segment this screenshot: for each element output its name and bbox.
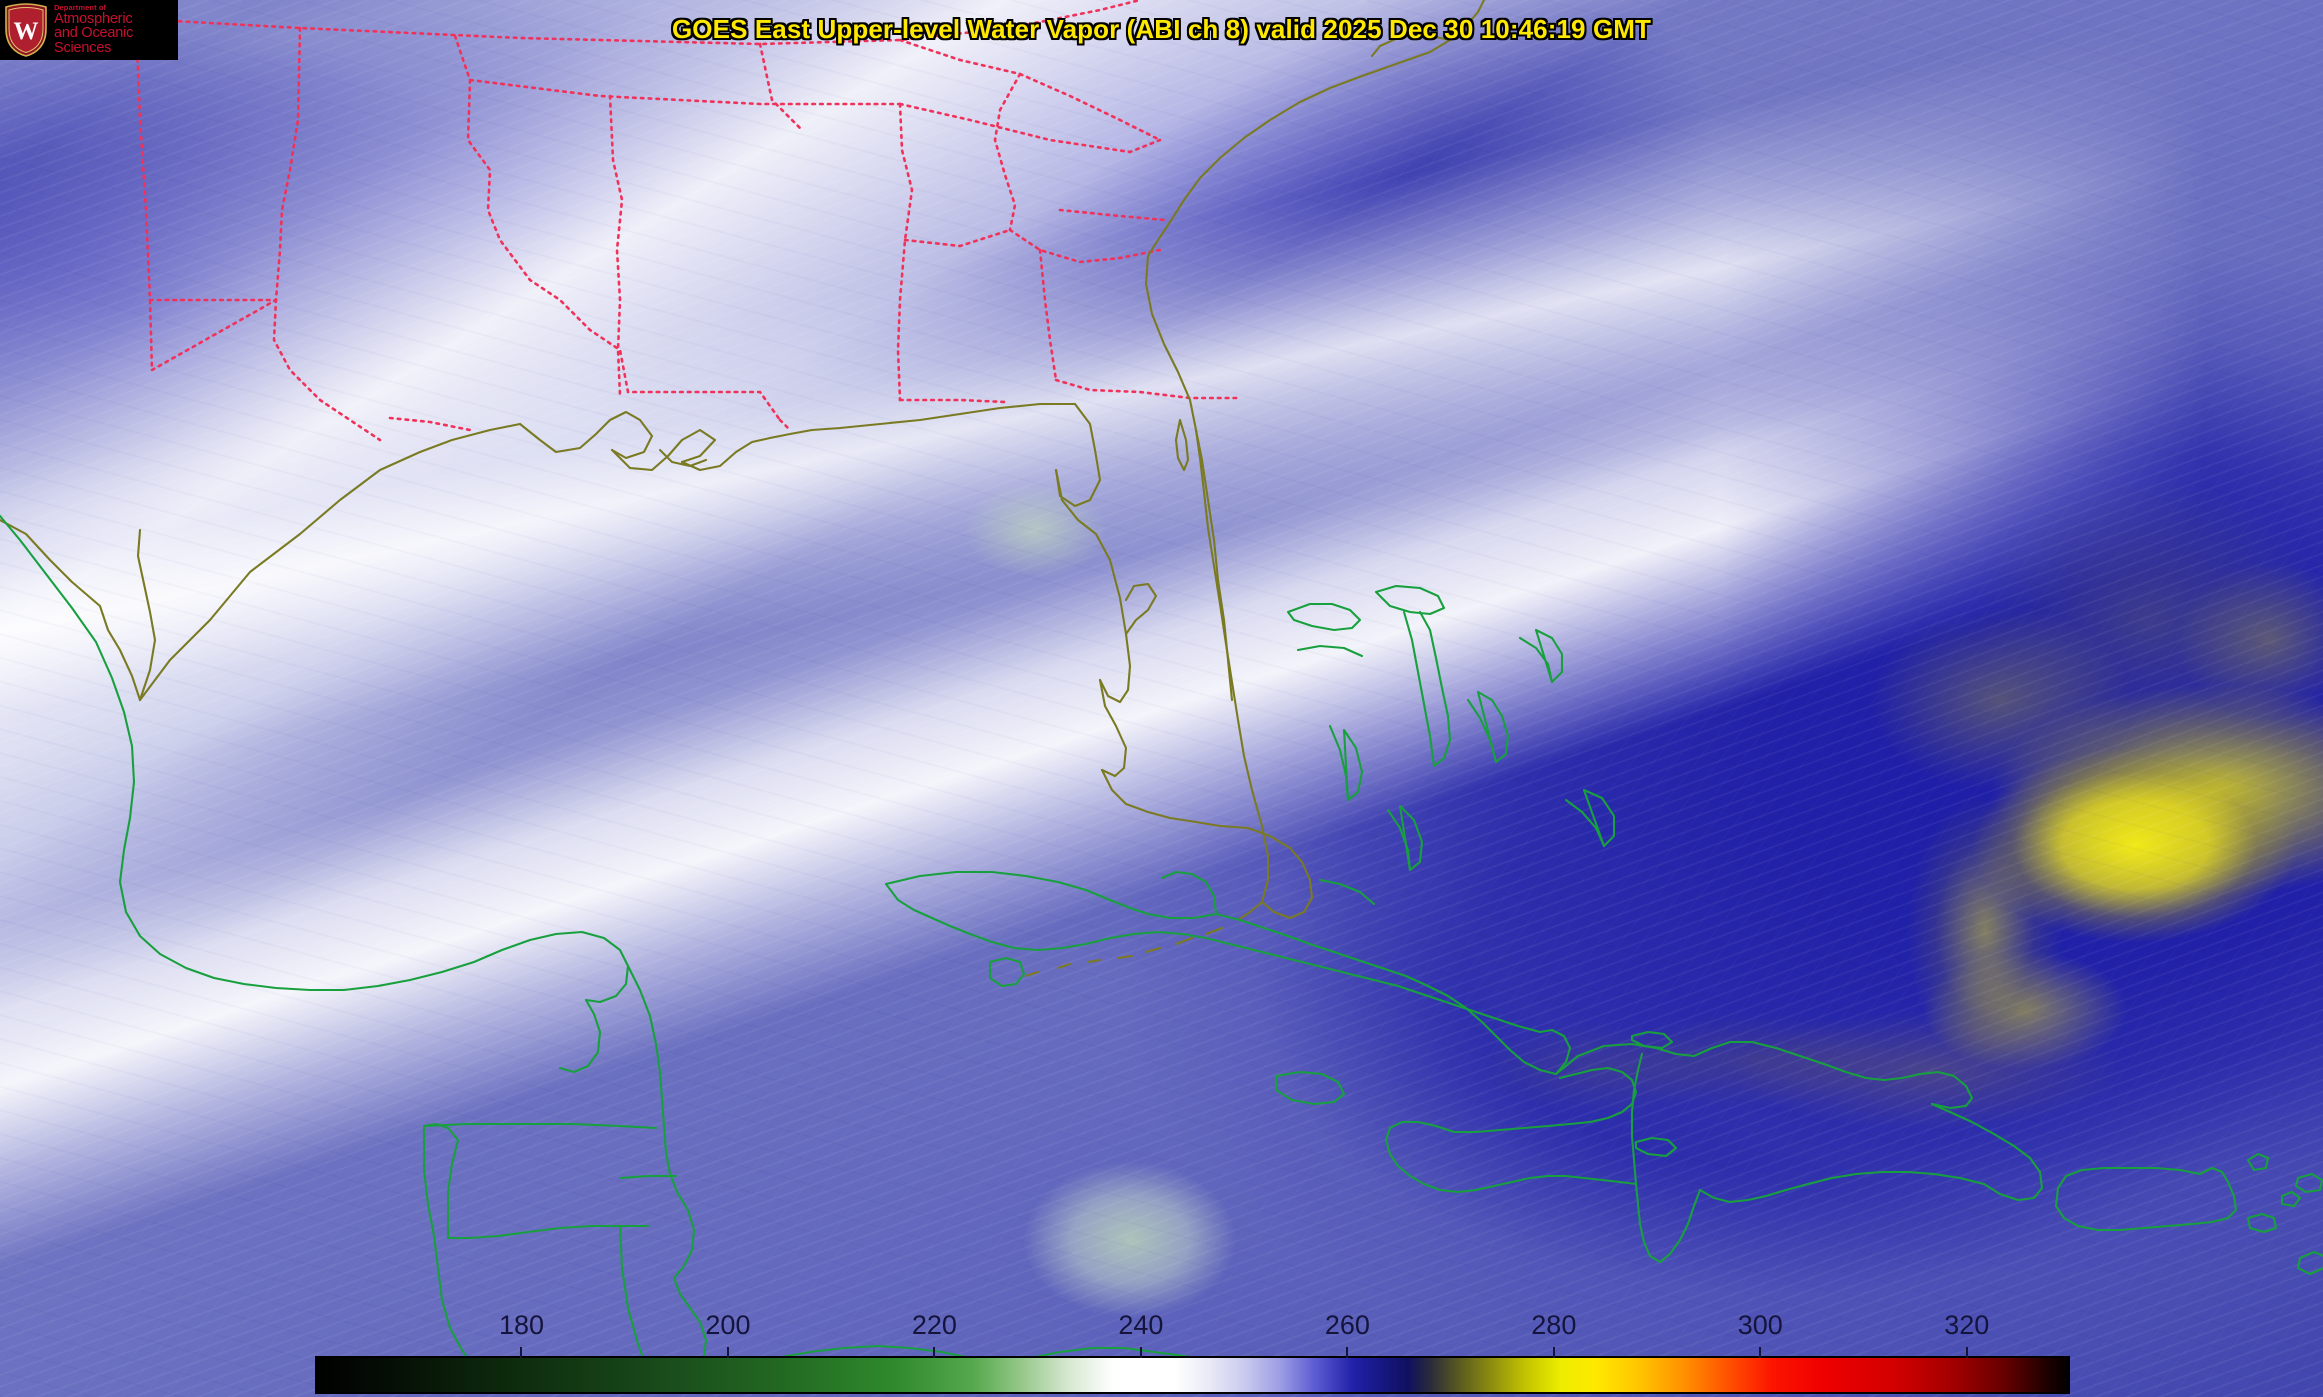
colorbar-gradient xyxy=(315,1347,2070,1394)
colorbar-tick-180 xyxy=(520,1347,523,1358)
uw-crest-icon: W xyxy=(3,3,49,57)
crest-shield-icon: W xyxy=(5,3,47,57)
colorbar-label-300: 300 xyxy=(1737,1310,1783,1340)
state-borders-group xyxy=(0,0,1242,442)
colorbar-label-240: 240 xyxy=(1118,1310,1164,1340)
colorbar-label-280: 280 xyxy=(1531,1310,1577,1340)
colorbar-tick-labels: 180 200 220 240 260 280 300 320 xyxy=(315,1310,2070,1344)
colorbar-tick-260 xyxy=(1346,1347,1349,1358)
colorbar-tick-220 xyxy=(933,1347,936,1358)
colorbar-tick-240 xyxy=(1139,1347,1142,1358)
colorbar-label-200: 200 xyxy=(705,1310,751,1340)
colorbar-tick-300 xyxy=(1759,1347,1762,1358)
logo-name-line-1: Atmospheric xyxy=(54,10,133,27)
logo-name-line-2: and Oceanic Sciences xyxy=(54,25,134,57)
svg-text:W: W xyxy=(14,18,39,45)
international-coastline-group xyxy=(0,514,2323,1386)
colorbar-label-320: 320 xyxy=(1944,1310,1990,1340)
colorbar-tick-marks xyxy=(315,1347,2070,1392)
colorbar-label-260: 260 xyxy=(1324,1310,1370,1340)
logo-text-block: Department of Atmospheric and Oceanic Sc… xyxy=(54,4,178,56)
colorbar-tick-200 xyxy=(726,1347,729,1358)
colorbar-tick-320 xyxy=(1965,1347,1968,1358)
us-coastline-group xyxy=(0,0,1486,978)
colorbar-tick-280 xyxy=(1552,1347,1555,1358)
colorbar-label-220: 220 xyxy=(911,1310,957,1340)
logo-department-line: Department of xyxy=(54,3,107,12)
uw-aos-logo[interactable]: W Department of Atmospheric and Oceanic … xyxy=(0,0,178,60)
brightness-temperature-colorbar: 180 200 220 240 260 280 300 320 xyxy=(315,1310,2070,1394)
colorbar-label-180: 180 xyxy=(498,1310,544,1340)
